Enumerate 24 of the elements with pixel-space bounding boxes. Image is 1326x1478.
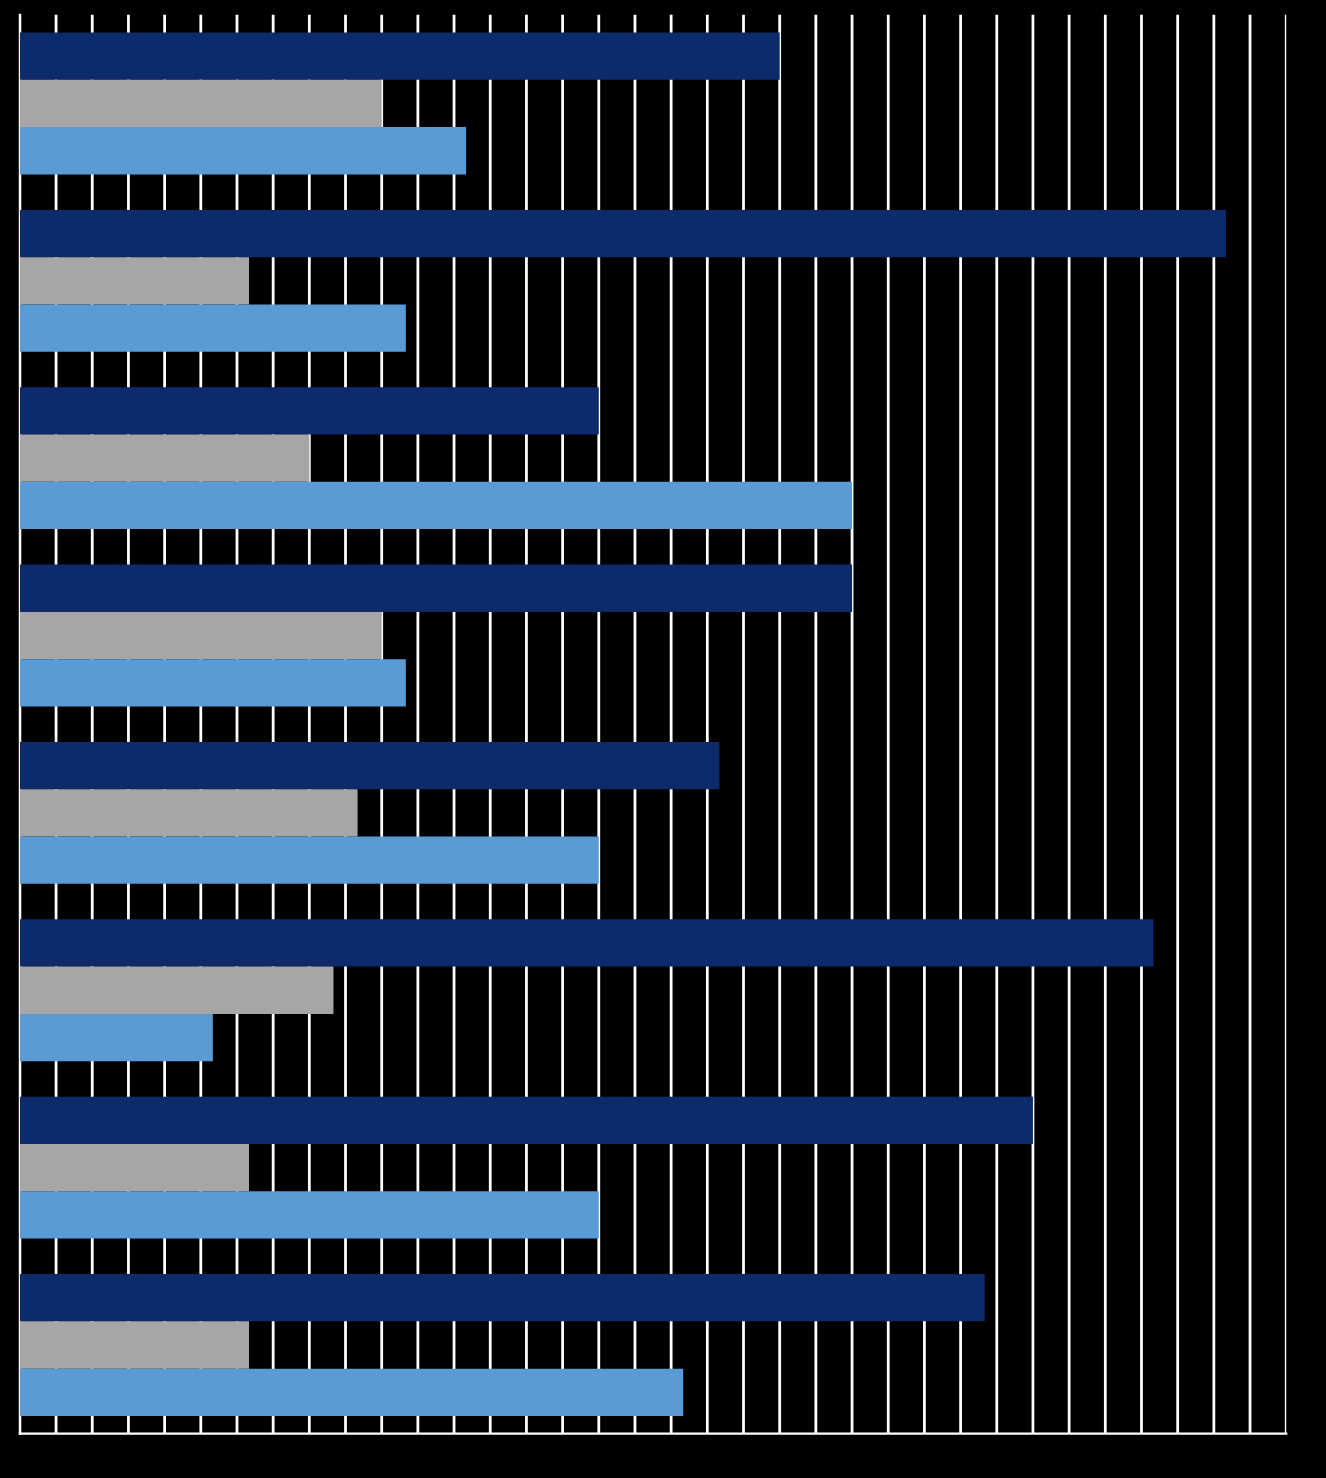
bar [19, 789, 358, 837]
bar [19, 1321, 250, 1369]
bar [19, 1191, 599, 1239]
bar [19, 209, 1226, 258]
bar [19, 564, 853, 612]
bar [19, 659, 406, 707]
bar [19, 919, 1154, 967]
bar [19, 836, 599, 884]
bar [19, 257, 250, 305]
bar [19, 127, 467, 175]
bar [19, 32, 780, 80]
bar [19, 1143, 250, 1192]
bar [19, 387, 599, 435]
bar [19, 434, 310, 482]
bar [19, 966, 334, 1014]
bar [19, 1274, 985, 1322]
bar [19, 79, 382, 128]
bar [19, 1096, 1033, 1144]
bar [19, 1013, 213, 1062]
bar [19, 1368, 684, 1416]
bar [19, 481, 853, 530]
bar [19, 611, 382, 660]
bar [19, 304, 406, 352]
bar [19, 741, 720, 790]
